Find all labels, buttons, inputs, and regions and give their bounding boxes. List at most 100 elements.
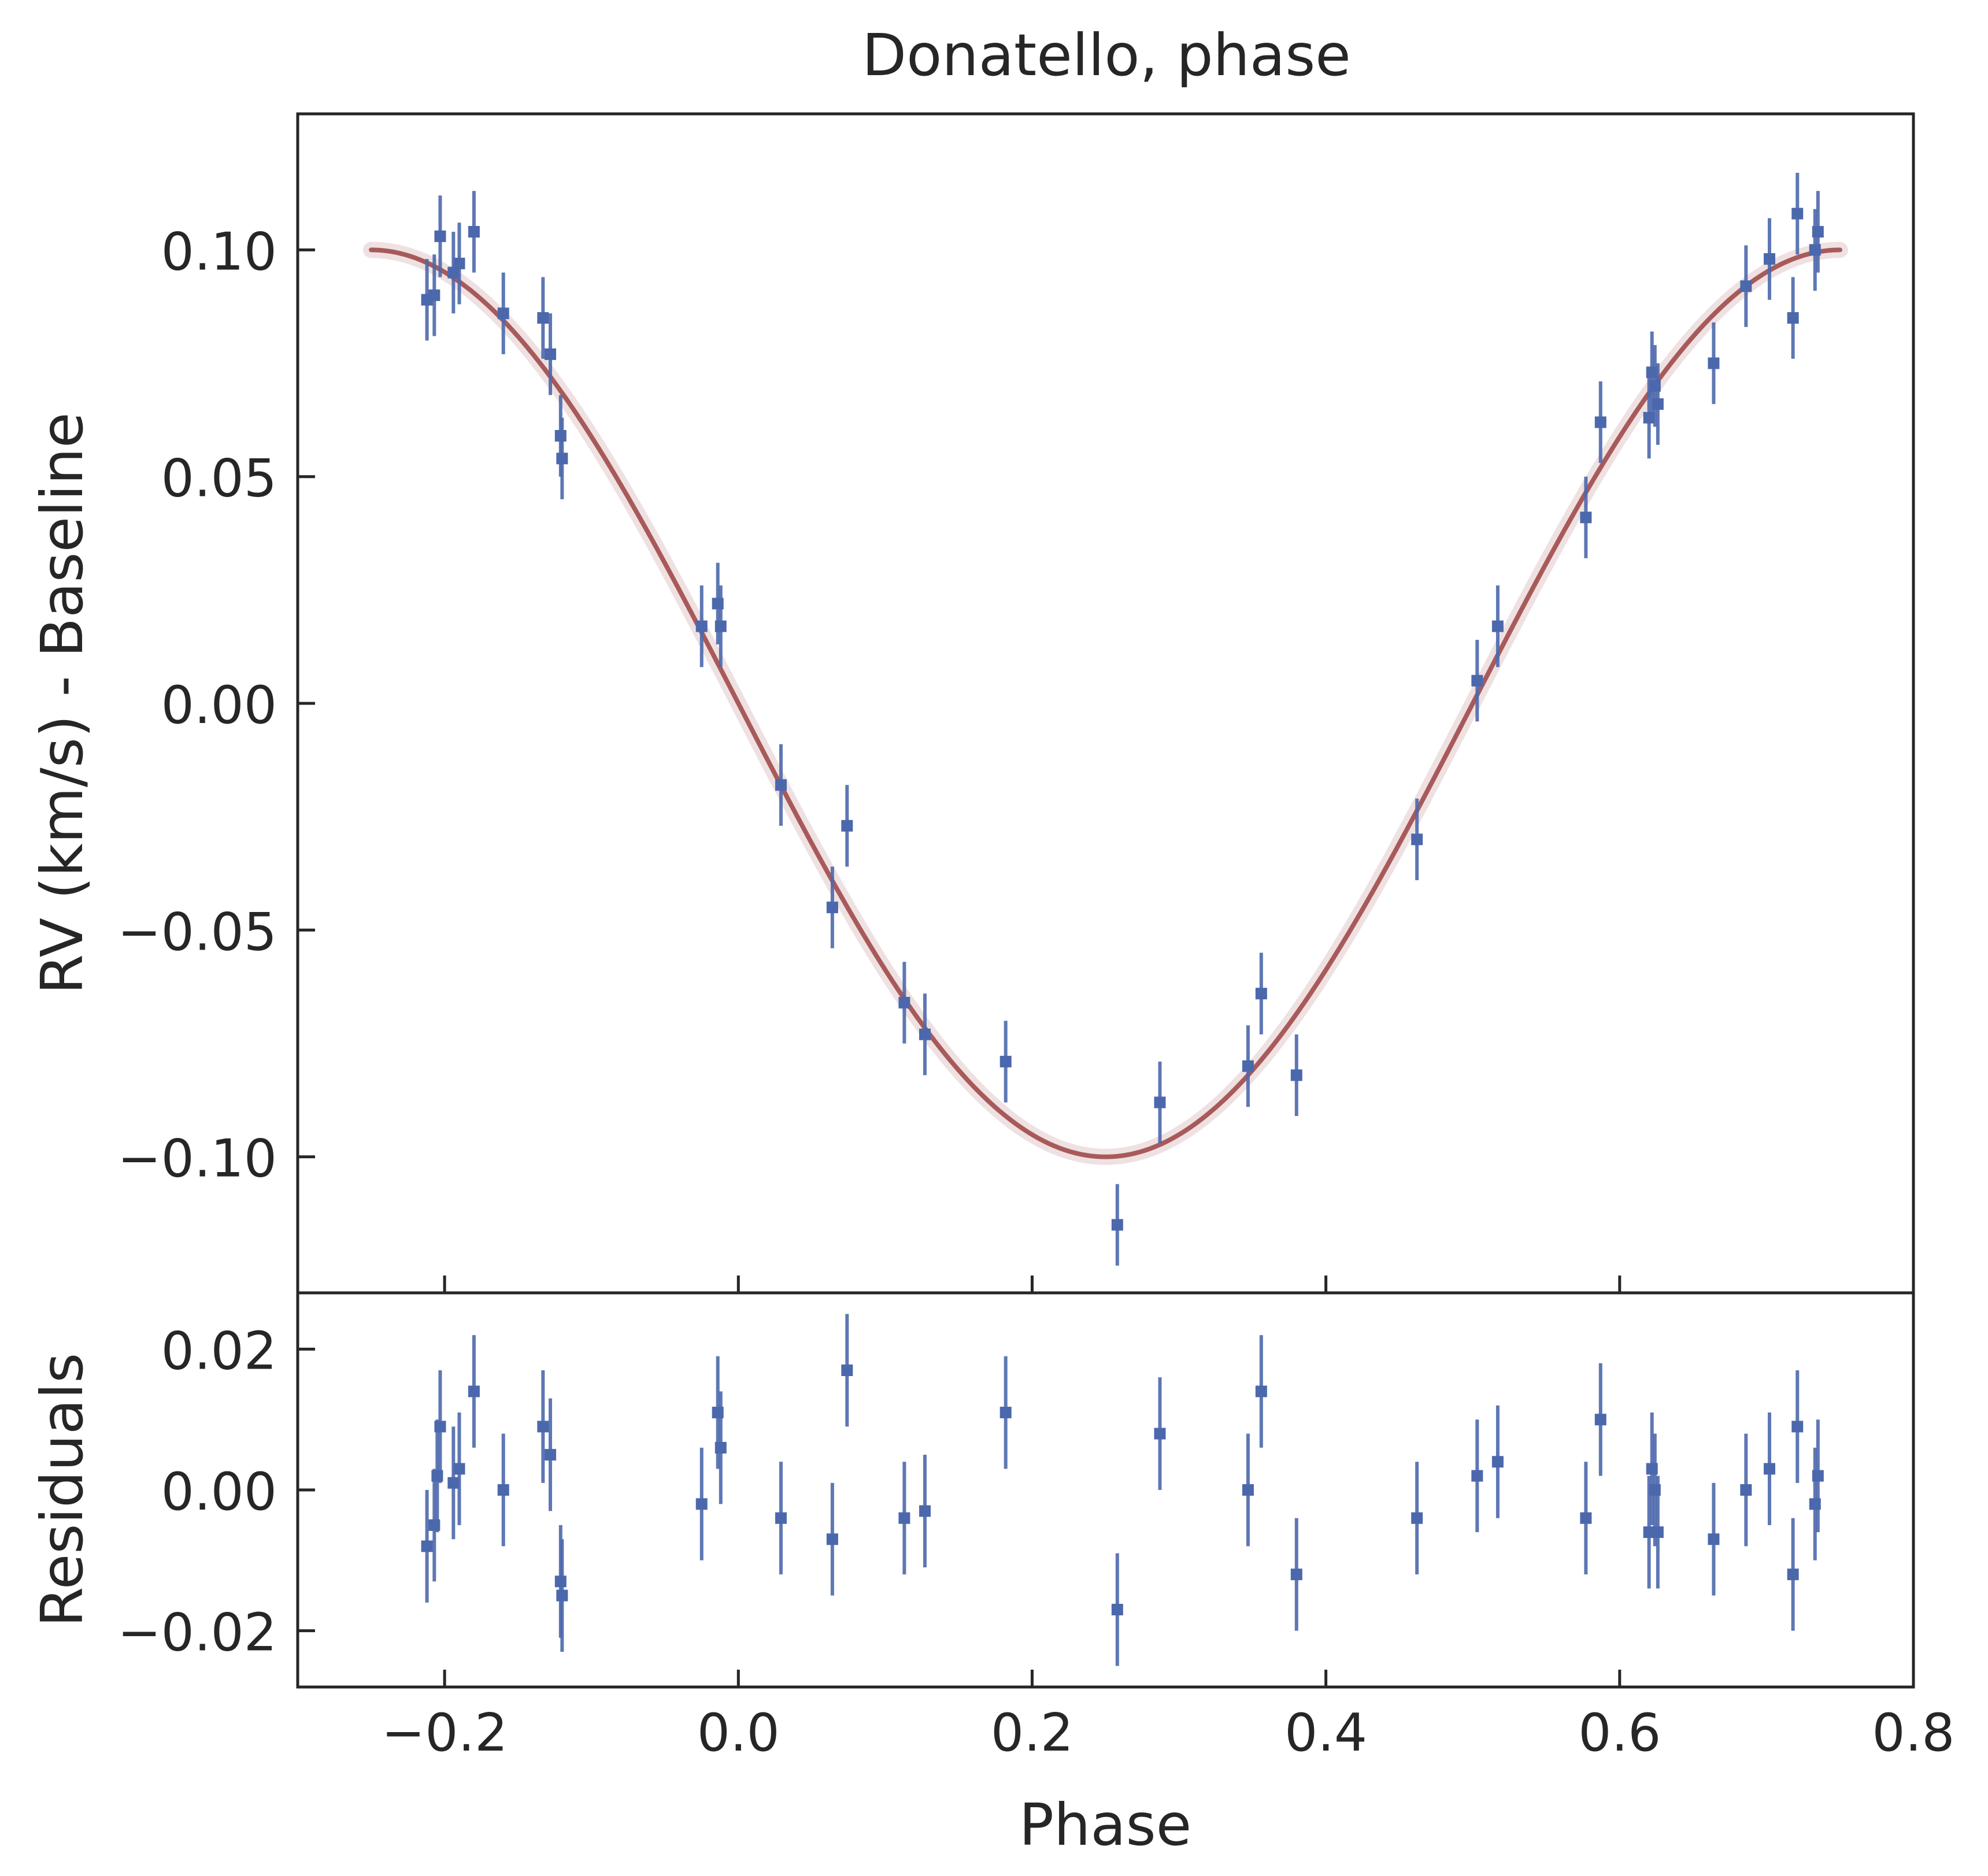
residual-point: [1154, 1377, 1166, 1490]
data-point: [453, 223, 465, 305]
data-marker: [1491, 620, 1504, 632]
residual-point: [1643, 1475, 1655, 1589]
data-point: [1594, 381, 1606, 464]
model-curve-group: [363, 242, 1848, 1165]
data-marker: [999, 1055, 1012, 1067]
data-marker: [1111, 1604, 1123, 1616]
data-marker: [919, 1505, 931, 1517]
residual-point: [898, 1462, 910, 1575]
data-point: [1643, 377, 1655, 459]
data-marker: [1491, 1456, 1504, 1468]
data-marker: [434, 230, 446, 242]
data-marker: [453, 1463, 465, 1475]
residual-point: [497, 1433, 509, 1547]
y-tick-label: −0.10: [117, 1129, 277, 1189]
y-tick-label: 0.00: [161, 1462, 277, 1522]
x-tick-label: 0.2: [991, 1703, 1073, 1763]
data-marker: [545, 1449, 557, 1461]
data-marker: [1763, 1463, 1775, 1475]
data-marker: [841, 820, 853, 832]
data-marker: [1708, 1533, 1720, 1545]
residual-point: [1652, 1475, 1664, 1589]
data-point: [1812, 191, 1824, 273]
data-point: [1787, 277, 1799, 359]
data-marker: [715, 620, 727, 632]
data-point: [1242, 1025, 1254, 1107]
y-tick-label: 0.10: [161, 221, 277, 282]
data-marker: [1594, 1414, 1606, 1426]
data-point: [919, 993, 931, 1076]
data-marker: [1154, 1428, 1166, 1440]
data-marker: [1154, 1096, 1166, 1108]
residual-point: [1763, 1412, 1775, 1525]
data-marker: [1643, 411, 1655, 424]
data-point: [447, 232, 460, 314]
residual-point: [1708, 1482, 1720, 1596]
residual-point: [434, 1370, 446, 1483]
data-marker: [537, 1421, 549, 1433]
data-marker: [1242, 1060, 1254, 1072]
residual-point: [1594, 1363, 1606, 1476]
y-tick-label: 0.00: [161, 675, 277, 736]
residual-point: [1471, 1419, 1483, 1533]
data-point: [1154, 1061, 1166, 1144]
data-marker: [1290, 1569, 1302, 1581]
main-x-axis: [443, 1276, 1622, 1293]
data-marker: [421, 1540, 433, 1552]
data-point: [841, 785, 853, 867]
residual-point: [1411, 1462, 1423, 1575]
residuals-panel: 0.02 0.00 −0.02 −0.2 0.0 0.2 0.4 0.6 0.8 Residu…: [28, 1291, 1955, 1859]
data-marker: [826, 902, 838, 914]
y-tick-label: 0.05: [161, 448, 277, 509]
data-point: [775, 744, 787, 826]
x-axis-label: Phase: [1019, 1791, 1192, 1859]
data-marker: [775, 779, 787, 791]
data-marker: [1740, 280, 1752, 292]
x-tick-label: −0.2: [382, 1703, 508, 1763]
data-point: [1111, 1184, 1123, 1266]
data-marker: [1652, 1526, 1664, 1538]
data-marker: [1255, 988, 1267, 1000]
residual-point: [1491, 1405, 1504, 1518]
data-marker: [826, 1533, 838, 1545]
data-marker: [1791, 207, 1804, 220]
data-point: [999, 1021, 1012, 1103]
model-curve: [369, 247, 1842, 1159]
residual-point: [715, 1391, 727, 1504]
data-marker: [537, 312, 549, 324]
data-marker: [1411, 1512, 1423, 1524]
data-marker: [428, 289, 440, 301]
data-point: [715, 585, 727, 668]
x-tick-label: 0.8: [1872, 1703, 1954, 1763]
data-marker: [497, 307, 509, 320]
residual-point: [556, 1539, 568, 1652]
data-point: [826, 866, 838, 948]
data-marker: [1242, 1484, 1254, 1496]
residual-point: [1740, 1433, 1752, 1547]
residual-point: [421, 1490, 433, 1603]
data-point: [1580, 476, 1592, 558]
main-y-axis-label: RV (km/s) - Baseline: [28, 413, 96, 995]
residual-point: [826, 1482, 838, 1596]
data-marker: [468, 226, 480, 238]
y-tick-label: −0.05: [117, 902, 277, 962]
data-point: [1491, 585, 1504, 668]
residual-point: [999, 1356, 1012, 1469]
data-marker: [1812, 226, 1824, 238]
data-point: [434, 195, 446, 277]
data-marker: [434, 1421, 446, 1433]
data-marker: [1471, 674, 1483, 687]
residual-point: [453, 1412, 465, 1525]
residual-point: [1242, 1433, 1254, 1547]
data-marker: [447, 1477, 460, 1489]
residual-point: [1111, 1553, 1123, 1666]
data-marker: [695, 1498, 708, 1510]
data-marker: [556, 1589, 568, 1601]
main-data-points: [421, 173, 1824, 1266]
residual-point: [775, 1462, 787, 1575]
chart-title: Donatello, phase: [862, 21, 1351, 89]
residual-point: [1290, 1518, 1302, 1631]
data-marker: [1787, 1569, 1799, 1581]
y-tick-label: 0.02: [161, 1321, 277, 1381]
